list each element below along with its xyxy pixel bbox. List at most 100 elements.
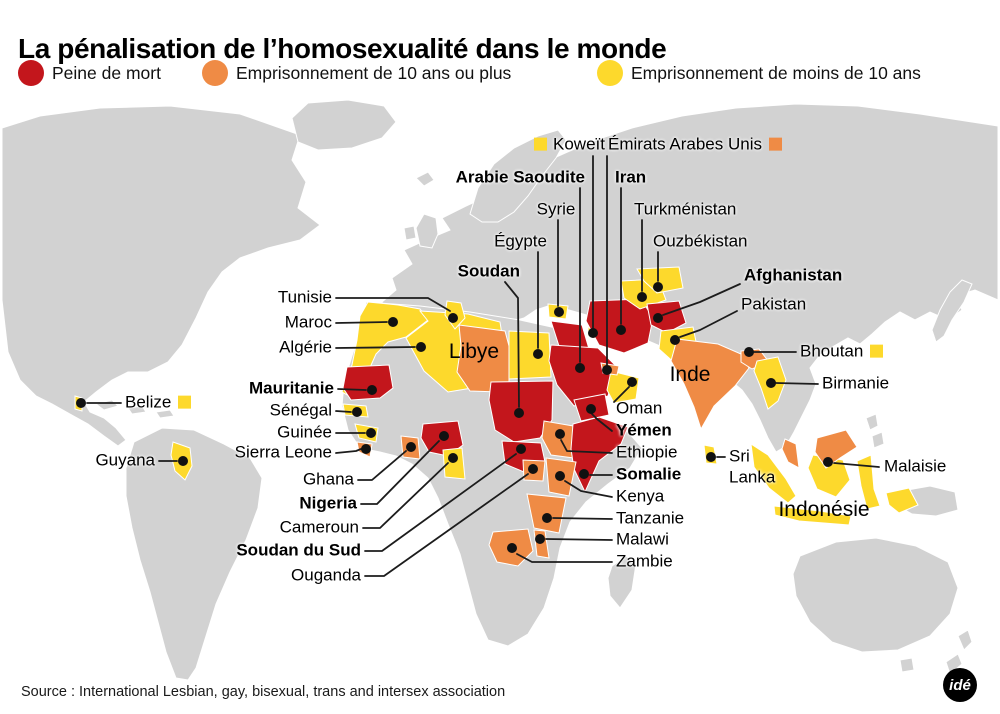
leader-line-senegal	[335, 410, 352, 413]
leader-line-malaisie	[833, 462, 880, 468]
label-dot-emirats	[602, 365, 612, 375]
label-dot-zambie	[507, 543, 517, 553]
label-dot-turkmenistan	[637, 292, 647, 302]
peninsula-scandinavia	[469, 129, 567, 223]
country-java	[773, 505, 852, 526]
leader-line-ghana	[357, 450, 407, 481]
label-dot-afghanistan	[653, 313, 663, 323]
label-dot-malawi	[535, 534, 545, 544]
label-dot-arabie-saoudite	[575, 363, 585, 373]
country-sulawesi	[856, 454, 881, 510]
label-dot-ouganda	[528, 464, 538, 474]
country-mauritania	[342, 364, 394, 401]
leader-lines-layer	[86, 155, 880, 577]
label-dot-nigeria	[439, 431, 449, 441]
country-west-papua	[885, 487, 919, 514]
death-penalty-swatch	[18, 60, 44, 86]
leader-line-oman	[613, 386, 630, 403]
label-dot-guinee	[366, 428, 376, 438]
leader-line-malawi	[545, 538, 613, 541]
leader-line-soudan-du-sud	[364, 453, 517, 552]
label-dot-belize	[76, 398, 86, 408]
label-dot-iran	[616, 325, 626, 335]
label-dot-bhoutan	[744, 347, 754, 357]
islands-philippines	[865, 413, 885, 449]
leader-line-zambie	[516, 553, 613, 563]
label-dot-oman	[627, 377, 637, 387]
country-borneo-south	[807, 454, 851, 498]
continent-north-america	[1, 105, 321, 447]
prison-less10-swatch	[597, 60, 623, 86]
legend-label-prison-less10: Emprisonnement de moins de 10 ans	[631, 62, 921, 83]
legend-label-death: Peine de mort	[52, 62, 161, 83]
label-dot-koweit	[588, 328, 598, 338]
label-dot-kenya	[555, 471, 565, 481]
legend-item-death: Peine de mort	[18, 59, 161, 87]
islands-japan	[931, 279, 973, 343]
legend-item-prison-less10: Emprisonnement de moins de 10 ans	[597, 59, 921, 87]
leader-line-kenya	[564, 480, 613, 498]
leader-line-tunisie	[335, 297, 451, 312]
island-great-britain	[415, 213, 439, 249]
label-dot-birmanie	[766, 378, 776, 388]
islands-new-zealand	[945, 629, 973, 675]
label-dot-egypte	[533, 349, 543, 359]
label-dot-maroc	[388, 317, 398, 327]
leader-line-soudan	[504, 281, 520, 408]
islands-caribbean	[94, 399, 175, 419]
label-dot-sri-lanka	[706, 452, 716, 462]
country-oman	[606, 370, 640, 404]
island-tasmania	[899, 657, 915, 673]
label-dot-sierra-leone	[361, 444, 371, 454]
country-egypt	[508, 330, 552, 380]
leader-line-birmanie	[775, 382, 819, 385]
country-malaysia-peninsula	[781, 438, 800, 469]
label-dot-mauritanie	[367, 385, 377, 395]
continent-australia	[792, 537, 959, 653]
leader-line-sierra-leone	[335, 448, 362, 454]
country-sumatra	[750, 442, 797, 504]
island-ireland	[403, 225, 417, 241]
page-title: La pénalisation de l’homosexualité dans …	[18, 32, 667, 64]
label-dot-soudan	[514, 408, 524, 418]
country-cameroon	[442, 447, 466, 480]
legend-item-prison-10plus: Emprisonnement de 10 ans ou plus	[202, 59, 511, 87]
leader-line-cameroun	[362, 462, 449, 529]
leader-line-ethiopie	[560, 439, 613, 454]
source-credit: Source : International Lesbian, gay, bis…	[21, 684, 506, 700]
label-dots-layer	[76, 282, 833, 553]
label-dot-somalie	[579, 469, 589, 479]
label-dot-soudan-du-sud	[516, 444, 526, 454]
label-dot-malaisie	[823, 457, 833, 467]
leader-line-ouganda	[364, 473, 529, 577]
label-dot-ouzbekistan	[653, 282, 663, 292]
continent-greenland	[291, 99, 397, 151]
leader-line-algerie	[335, 346, 416, 349]
island-madagascar	[607, 555, 637, 609]
label-dot-algerie	[416, 342, 426, 352]
country-india	[670, 338, 750, 431]
label-dot-senegal	[352, 407, 362, 417]
leader-line-nigeria	[360, 440, 440, 505]
leader-line-mauritanie	[337, 388, 367, 391]
label-dot-ethiopie	[555, 429, 565, 439]
label-dot-yemen	[586, 404, 596, 414]
leader-line-afghanistan	[662, 283, 741, 316]
label-dot-guyana	[178, 456, 188, 466]
legend-label-prison-10plus: Emprisonnement de 10 ans ou plus	[236, 62, 512, 83]
leader-line-maroc	[335, 321, 388, 324]
label-dot-pakistan	[670, 335, 680, 345]
prison-10plus-swatch	[202, 60, 228, 86]
leader-line-tanzanie	[552, 517, 613, 520]
country-afghanistan	[646, 300, 687, 334]
leader-line-yemen	[591, 413, 613, 432]
continent-south-america	[125, 427, 263, 681]
label-dot-cameroun	[448, 453, 458, 463]
island-iceland	[415, 171, 435, 187]
label-dot-syrie	[554, 307, 564, 317]
label-dot-tunisie	[448, 313, 458, 323]
ide-logo: idé	[943, 668, 977, 702]
label-dot-tanzanie	[542, 513, 552, 523]
